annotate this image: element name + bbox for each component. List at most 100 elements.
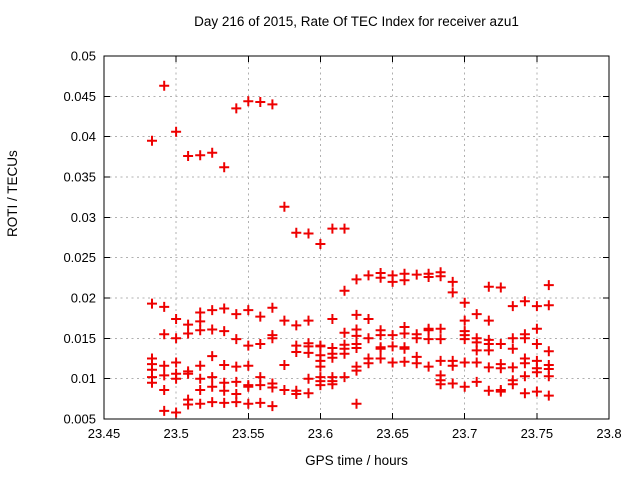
data-point: [435, 334, 446, 345]
y-tick-label: 0.03: [71, 210, 96, 225]
data-point: [207, 147, 218, 158]
data-point: [495, 386, 506, 397]
data-point: [459, 381, 470, 392]
data-point: [207, 397, 218, 408]
data-point: [231, 309, 242, 320]
data-point: [255, 311, 266, 322]
data-point: [363, 270, 374, 281]
data-point: [327, 352, 338, 363]
data-point: [459, 297, 470, 308]
data-point: [435, 323, 446, 334]
data-point: [447, 378, 458, 389]
data-point: [159, 80, 170, 91]
data-point: [411, 358, 422, 369]
data-point: [471, 345, 482, 356]
data-point: [387, 357, 398, 368]
data-point: [327, 314, 338, 324]
data-point: [315, 239, 326, 249]
data-point: [267, 401, 278, 412]
data-point: [195, 316, 206, 327]
x-tick-label: 23.7: [452, 426, 477, 441]
data-point: [231, 376, 242, 387]
data-point: [375, 330, 386, 341]
data-point: [171, 333, 182, 344]
data-point: [255, 380, 266, 391]
data-point: [171, 407, 182, 418]
data-point: [375, 343, 386, 354]
y-tick-label: 0.005: [63, 412, 96, 427]
data-point: [303, 315, 314, 326]
data-point: [159, 329, 170, 340]
plot-border: [103, 55, 610, 420]
data-point: [195, 307, 206, 318]
data-point: [375, 272, 386, 283]
data-point: [291, 320, 302, 331]
data-point: [303, 228, 314, 239]
data-point: [279, 201, 290, 212]
data-point: [519, 388, 530, 399]
x-tick-label: 23.45: [88, 426, 121, 441]
data-point: [303, 347, 314, 358]
x-tick-label: 23.8: [596, 426, 621, 441]
data-point: [243, 340, 254, 351]
y-tick-label: 0.02: [71, 291, 96, 306]
data-point: [411, 333, 422, 344]
data-point: [399, 343, 410, 354]
data-point: [207, 372, 218, 383]
data-point: [423, 361, 434, 372]
y-tick-label: 0.01: [71, 371, 96, 386]
data-point: [195, 150, 206, 161]
data-point: [387, 330, 398, 341]
data-point: [339, 285, 350, 296]
data-point: [291, 227, 302, 238]
data-point: [543, 346, 554, 357]
data-point: [231, 334, 242, 345]
data-point: [195, 373, 206, 384]
y-tick-label: 0.045: [63, 89, 96, 104]
data-point: [435, 271, 446, 282]
data-point: [399, 275, 410, 286]
x-tick-label: 23.6: [308, 426, 333, 441]
data-point: [519, 296, 530, 307]
data-point: [231, 361, 242, 372]
data-point: [339, 348, 350, 359]
data-point: [315, 341, 326, 352]
data-point: [339, 327, 350, 338]
data-point: [519, 333, 530, 344]
data-point: [351, 309, 362, 320]
data-point: [303, 373, 314, 384]
data-point: [495, 363, 506, 374]
data-point: [435, 379, 446, 390]
data-point: [339, 372, 350, 383]
data-point: [435, 355, 446, 366]
data-point: [351, 365, 362, 376]
data-point: [267, 99, 278, 110]
data-point: [219, 385, 230, 396]
data-point: [207, 351, 218, 362]
data-point: [543, 371, 554, 382]
data-point: [447, 287, 458, 298]
y-tick-label: 0.05: [71, 49, 96, 64]
x-tick-label: 23.5: [163, 426, 188, 441]
data-point: [483, 315, 494, 326]
data-point: [423, 334, 434, 345]
data-point: [531, 386, 542, 397]
data-point: [531, 323, 542, 334]
x-tick-label: 23.55: [232, 426, 265, 441]
data-point: [471, 309, 482, 320]
data-point: [423, 325, 434, 336]
data-point: [531, 301, 542, 312]
data-point: [231, 397, 242, 408]
data-point: [387, 276, 398, 287]
data-point: [207, 324, 218, 335]
data-point: [291, 347, 302, 357]
data-point: [459, 334, 470, 345]
data-point: [351, 343, 362, 353]
data-point: [183, 399, 194, 410]
data-point: [219, 397, 230, 408]
data-point: [171, 357, 182, 368]
data-point: [507, 301, 518, 312]
data-point: [459, 315, 470, 326]
